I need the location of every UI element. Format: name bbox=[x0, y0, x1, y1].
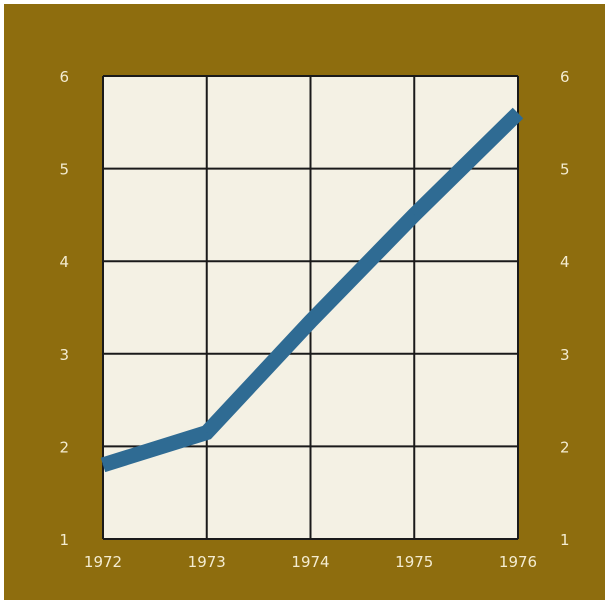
y-tick-label-right-4: 4 bbox=[560, 253, 570, 271]
y-tick-label-left-4: 4 bbox=[59, 253, 69, 271]
chart-frame: 1 2 3 4 5 6 1 2 3 4 5 6 1972 1973 1974 1975 1976 bbox=[4, 4, 605, 600]
y-axis-right: 1 2 3 4 5 6 bbox=[560, 68, 570, 549]
y-tick-label-left-5: 5 bbox=[59, 161, 69, 179]
data-point-1972 bbox=[102, 464, 104, 466]
y-tick-label-right-2: 2 bbox=[560, 438, 570, 456]
y-tick-label-left-1: 1 bbox=[59, 531, 69, 549]
y-tick-label-right-3: 3 bbox=[560, 346, 570, 364]
y-tick-label-right-1: 1 bbox=[560, 531, 570, 549]
x-tick-label-1975: 1975 bbox=[395, 553, 433, 571]
data-point-1973 bbox=[206, 432, 208, 434]
x-tick-label-1973: 1973 bbox=[188, 553, 226, 571]
x-tick-label-1976: 1976 bbox=[499, 553, 537, 571]
series-layer bbox=[100, 107, 524, 473]
x-tick-label-1974: 1974 bbox=[291, 553, 329, 571]
y-tick-label-left-3: 3 bbox=[59, 346, 69, 364]
y-tick-label-left-6: 6 bbox=[59, 68, 69, 86]
y-axis-left: 1 2 3 4 5 6 bbox=[59, 68, 69, 549]
y-tick-label-right-6: 6 bbox=[560, 68, 570, 86]
y-tick-label-left-2: 2 bbox=[59, 438, 69, 456]
x-axis: 1972 1973 1974 1975 1976 bbox=[84, 553, 537, 571]
data-point-1974 bbox=[310, 320, 311, 322]
line-chart: 1 2 3 4 5 6 1 2 3 4 5 6 1972 1973 1974 1975 1976 bbox=[4, 4, 605, 600]
x-tick-label-1972: 1972 bbox=[84, 553, 122, 571]
y-tick-label-right-5: 5 bbox=[560, 161, 570, 179]
data-point-1976 bbox=[517, 112, 519, 114]
data-point-1975 bbox=[413, 214, 415, 216]
